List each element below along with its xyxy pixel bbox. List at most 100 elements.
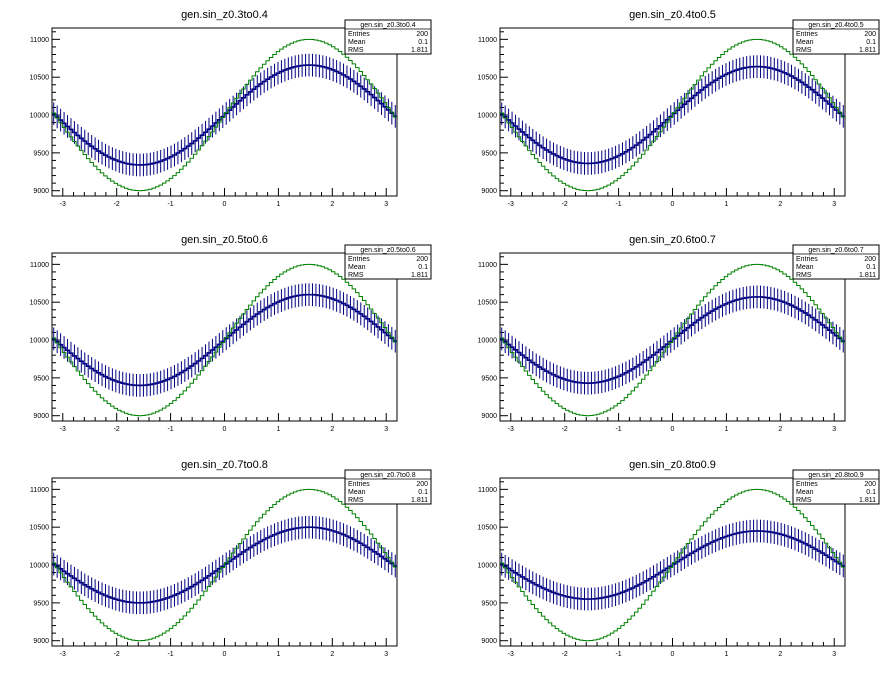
model-line xyxy=(52,488,397,642)
model-curve xyxy=(500,488,845,642)
stats-name: gen.sin_z0.6to0.7 xyxy=(808,247,863,254)
x-tick-label: -1 xyxy=(167,651,173,658)
x-tick-label: -2 xyxy=(562,651,568,658)
y-tick-label: 9000 xyxy=(33,638,49,645)
y-tick-label: 11000 xyxy=(30,487,49,494)
y-tick-label: 10000 xyxy=(30,113,50,120)
y-tick-label: 10500 xyxy=(30,75,50,82)
stats-box: gen.sin_z0.6to0.7 Entries 200 Mean 0.1 RMS 1.8… xyxy=(792,244,880,280)
stats-box: gen.sin_z0.5to0.6 Entries 200 Mean 0.1 RMS 1.8… xyxy=(344,244,432,280)
y-tick-label: 11000 xyxy=(30,262,49,269)
x-axis: -3 -2 -1 0 1 2 3 xyxy=(51,638,398,658)
x-tick-label: 3 xyxy=(384,426,388,433)
x-tick-label: 1 xyxy=(724,201,728,208)
stats-entries-value: 200 xyxy=(416,31,428,38)
y-tick-label: 10000 xyxy=(478,338,498,345)
plot-title: gen.sin_z0.8to0.9 xyxy=(629,459,716,471)
x-tick-label: 0 xyxy=(671,201,675,208)
model-line xyxy=(52,263,397,417)
plot-title: gen.sin_z0.6to0.7 xyxy=(629,234,716,246)
stats-mean-label: Mean xyxy=(796,489,814,496)
stats-rms-label: RMS xyxy=(348,47,364,54)
x-tick-label: -3 xyxy=(508,426,514,433)
model-line xyxy=(500,488,845,642)
histogram-series xyxy=(52,283,397,397)
y-tick-label: 11000 xyxy=(30,37,49,44)
y-tick-label: 9500 xyxy=(481,600,497,607)
plot-title: gen.sin_z0.5to0.6 xyxy=(181,234,268,246)
y-tick-label: 10000 xyxy=(30,563,50,570)
stats-entries-value: 200 xyxy=(864,256,876,263)
y-tick-label: 10000 xyxy=(478,113,498,120)
stats-mean-value: 0.1 xyxy=(866,264,876,271)
stats-rms-value: 1.811 xyxy=(411,272,428,279)
x-tick-label: -2 xyxy=(114,651,120,658)
stats-mean-label: Mean xyxy=(796,39,814,46)
x-tick-label: 1 xyxy=(276,651,280,658)
x-tick-label: 1 xyxy=(276,201,280,208)
x-tick-label: 3 xyxy=(384,651,388,658)
x-tick-label: -2 xyxy=(562,426,568,433)
y-tick-label: 11000 xyxy=(478,262,497,269)
model-line xyxy=(52,38,397,192)
stats-box-frame xyxy=(792,469,880,505)
stats-box-frame xyxy=(344,469,432,505)
y-tick-label: 9500 xyxy=(481,375,497,382)
stats-box-frame xyxy=(792,19,880,55)
y-tick-label: 9500 xyxy=(481,150,497,157)
x-tick-label: -2 xyxy=(114,426,120,433)
pad-5: gen.sin_z0.7to0.8 9000 9500 10000 10500 11000… xyxy=(30,459,432,658)
stats-entries-label: Entries xyxy=(796,481,818,488)
x-tick-label: -1 xyxy=(615,651,621,658)
stats-mean-label: Mean xyxy=(348,264,366,271)
y-tick-label: 10500 xyxy=(478,525,498,532)
y-tick-label: 9000 xyxy=(33,188,49,195)
model-curve xyxy=(500,263,845,417)
y-tick-label: 9000 xyxy=(481,638,497,645)
pad-6: gen.sin_z0.8to0.9 9000 9500 10000 10500 11000… xyxy=(478,459,880,658)
stats-entries-value: 200 xyxy=(864,31,876,38)
y-tick-label: 10500 xyxy=(478,75,498,82)
y-tick-label: 9500 xyxy=(33,150,49,157)
x-tick-label: 0 xyxy=(671,426,675,433)
stats-mean-label: Mean xyxy=(348,489,366,496)
y-tick-label: 10000 xyxy=(30,338,50,345)
x-tick-label: -3 xyxy=(60,651,66,658)
plot-title: gen.sin_z0.3to0.4 xyxy=(181,9,268,21)
x-axis: -3 -2 -1 0 1 2 3 xyxy=(51,413,398,433)
x-tick-label: 2 xyxy=(778,426,782,433)
y-axis: 9000 9500 10000 10500 11000 xyxy=(30,256,60,420)
histogram-series xyxy=(52,515,397,615)
pad-2: gen.sin_z0.4to0.5 9000 9500 10000 10500 11000… xyxy=(478,9,880,208)
stats-name: gen.sin_z0.4to0.5 xyxy=(808,22,863,29)
model-line xyxy=(500,38,845,192)
y-tick-label: 9500 xyxy=(33,600,49,607)
y-axis: 9000 9500 10000 10500 11000 xyxy=(30,31,60,195)
y-tick-label: 9000 xyxy=(481,188,497,195)
stats-mean-value: 0.1 xyxy=(866,489,876,496)
pad-1: gen.sin_z0.3to0.4 9000 9500 10000 10500 11000… xyxy=(30,9,432,208)
x-tick-label: 1 xyxy=(276,426,280,433)
stats-rms-value: 1.811 xyxy=(859,497,876,504)
x-tick-label: 2 xyxy=(330,201,334,208)
stats-box: gen.sin_z0.3to0.4 Entries 200 Mean 0.1 RMS 1.8… xyxy=(344,19,432,55)
x-tick-label: -3 xyxy=(508,651,514,658)
stats-box: gen.sin_z0.8to0.9 Entries 200 Mean 0.1 RMS 1.8… xyxy=(792,469,880,505)
stats-box-frame xyxy=(344,244,432,280)
model-curve xyxy=(500,38,845,192)
x-tick-label: 2 xyxy=(778,651,782,658)
y-tick-label: 9000 xyxy=(481,413,497,420)
stats-entries-label: Entries xyxy=(348,31,370,38)
stats-entries-value: 200 xyxy=(416,481,428,488)
stats-mean-value: 0.1 xyxy=(866,39,876,46)
y-tick-label: 10500 xyxy=(30,300,50,307)
x-tick-label: 2 xyxy=(778,201,782,208)
stats-entries-value: 200 xyxy=(416,256,428,263)
stats-entries-label: Entries xyxy=(796,256,818,263)
x-tick-label: 0 xyxy=(223,651,227,658)
x-tick-label: 3 xyxy=(832,426,836,433)
y-tick-label: 11000 xyxy=(478,37,497,44)
y-tick-label: 9000 xyxy=(33,413,49,420)
stats-name: gen.sin_z0.8to0.9 xyxy=(808,472,863,479)
x-tick-label: -2 xyxy=(562,201,568,208)
